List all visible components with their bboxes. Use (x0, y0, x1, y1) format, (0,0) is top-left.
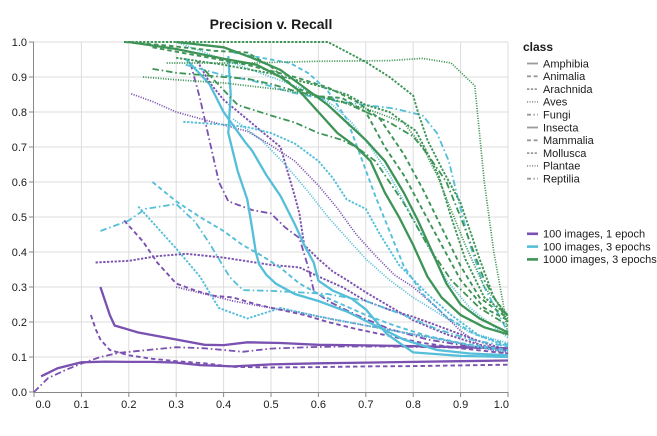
chart-title: Precision v. Recall (210, 16, 333, 32)
series-line-100-images-3-epochs-mammalia (151, 181, 509, 351)
x-tick-label: 0.4 (216, 399, 231, 411)
legend-layer: class AmphibiaAnimaliaArachnidaAvesFungiI… (523, 40, 657, 266)
class-legend-label: Reptilia (543, 174, 581, 186)
x-tick-label: 0.1 (74, 399, 89, 411)
series-line-100-images-1-epoch-animalia (89, 314, 509, 369)
class-legend-label: Insecta (543, 122, 579, 134)
series-line-1000-images-3-epochs-aves (142, 76, 509, 316)
class-legend-label: Mammalia (543, 135, 595, 147)
x-tick-label: 0.7 (358, 399, 373, 411)
class-legend-label: Mollusca (543, 148, 587, 160)
x-tick-label: 0.9 (453, 399, 468, 411)
series-line-100-images-3-epochs-mollusca (137, 205, 509, 353)
y-tick-label: 0.4 (12, 247, 27, 259)
x-tick-label: 0.8 (406, 399, 421, 411)
class-legend-label: Plantae (543, 161, 580, 173)
y-tick-label: 0.6 (12, 177, 27, 189)
series-line-100-images-1-epoch-mollusca (95, 252, 509, 351)
y-tick-label: 0.5 (12, 212, 27, 224)
x-tick-label: 0.2 (121, 399, 136, 411)
y-tick-label: 0.7 (12, 142, 27, 154)
series-line-1000-images-3-epochs-arachnida (124, 41, 509, 318)
y-tick-label: 0.2 (12, 317, 27, 329)
series-line-1000-images-3-epochs-reptilia (203, 69, 509, 327)
class-legend-label: Aves (543, 97, 568, 109)
x-tick-label: 0.3 (169, 399, 184, 411)
group-legend-label: 100 images, 3 epochs (543, 241, 651, 253)
series-line-100-images-3-epochs-insecta (227, 55, 509, 357)
y-tick-label: 0.8 (12, 107, 27, 119)
series-line-1000-images-3-epochs-amphibia (128, 40, 509, 336)
series-line-100-images-1-epoch-amphibia (40, 359, 509, 378)
x-tick-label: 0.0 (36, 399, 51, 411)
class-legend-label: Arachnida (543, 84, 593, 96)
series-line-100-images-3-epochs-amphibia (184, 58, 509, 359)
class-legend-label: Animalia (543, 71, 586, 83)
y-tick-label: 1.0 (12, 37, 27, 49)
y-tick-label: 0.0 (12, 387, 27, 399)
series-layer (33, 40, 509, 393)
class-legend-label: Amphibia (543, 58, 590, 70)
y-tick-label: 0.9 (12, 72, 27, 84)
y-tick-label: 0.3 (12, 282, 27, 294)
series-line-1000-images-3-epochs-plantae (166, 57, 509, 337)
class-legend-title: class (523, 40, 553, 54)
series-line-1000-images-3-epochs-animalia (124, 41, 509, 322)
series-line-100-images-3-epochs-arachnida (183, 120, 509, 348)
series-line-1000-images-3-epochs-mollusca (176, 56, 509, 316)
series-line-100-images-3-epochs-fungi (100, 203, 509, 348)
class-legend-label: Fungi (543, 110, 571, 122)
group-legend-label: 100 images, 1 epoch (543, 229, 645, 241)
series-line-1000-images-3-epochs-mammalia (152, 46, 509, 320)
x-tick-label: 0.5 (263, 399, 278, 411)
series-line-100-images-3-epochs-animalia (232, 51, 509, 346)
series-line-1000-images-3-epochs-fungi (152, 68, 509, 323)
group-legend-label: 1000 images, 3 epochs (543, 254, 657, 266)
x-tick-label: 0.6 (311, 399, 326, 411)
y-tick-label: 0.1 (12, 352, 27, 364)
x-tick-label: 1.0 (494, 399, 509, 411)
axis-layer: 0.0 0.1 0.2 0.3 0.4 0.5 0.6 0.7 0.8 0.9 1.0 0.0 0.1 0… (12, 37, 509, 411)
series-line-1000-images-3-epochs-insecta (176, 40, 509, 334)
